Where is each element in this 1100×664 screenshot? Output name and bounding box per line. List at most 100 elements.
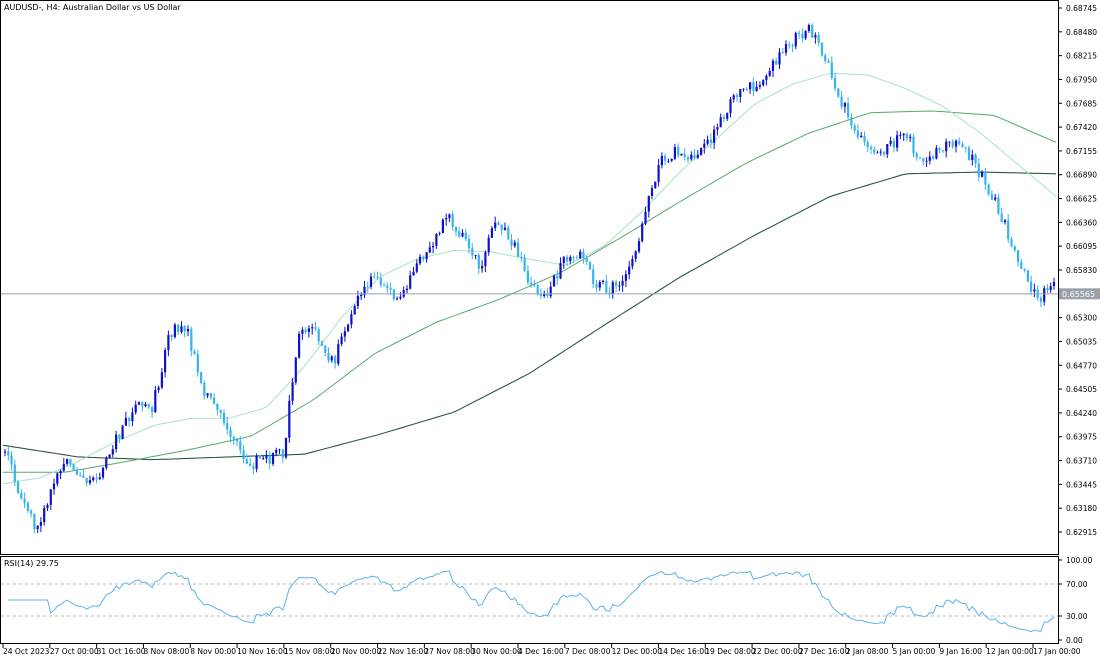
candle: [641, 221, 644, 243]
candle: [530, 276, 533, 289]
candle: [830, 56, 833, 80]
candle: [59, 469, 62, 480]
candle: [804, 30, 807, 40]
time-axis-label: 7 Dec 08:00: [565, 647, 611, 656]
candle: [304, 327, 307, 335]
candle: [481, 260, 484, 273]
candle: [1026, 269, 1029, 283]
candle: [556, 270, 559, 285]
price-axis-label: 0.68480: [1066, 28, 1097, 37]
moving-average-fast: [2, 72, 1057, 485]
candle: [644, 206, 647, 226]
candle: [108, 454, 111, 459]
candle: [52, 478, 56, 495]
time-axis-label: 24 Oct 2023: [3, 647, 50, 656]
candle: [281, 449, 284, 463]
candle: [245, 454, 248, 465]
rsi-axis-label: 0.00: [1066, 636, 1083, 645]
candle: [896, 130, 899, 152]
candle: [967, 145, 971, 161]
candle: [1003, 219, 1007, 225]
candle: [680, 153, 683, 156]
candle: [324, 344, 327, 357]
candle: [981, 170, 984, 178]
candle: [255, 453, 258, 473]
candle: [807, 23, 810, 33]
candle: [1030, 275, 1033, 296]
candle: [948, 141, 951, 148]
rsi-axis-label: 30.00: [1066, 612, 1088, 621]
candle: [667, 158, 670, 164]
current-price-tag: 0.65565: [1059, 288, 1100, 300]
rsi-panel[interactable]: [0, 556, 1059, 644]
candle: [66, 458, 69, 466]
candle: [700, 147, 703, 156]
price-panel[interactable]: [0, 0, 1059, 555]
candle: [314, 322, 317, 331]
time-axis-label: 22 Dec 00:00: [752, 647, 803, 656]
candle: [997, 193, 1000, 215]
candle: [471, 243, 474, 260]
candle: [164, 347, 167, 378]
candle: [958, 137, 961, 146]
time-axis-label: 19 Dec 08:00: [705, 647, 756, 656]
candle: [137, 401, 141, 406]
candle: [657, 158, 660, 187]
candle: [660, 152, 663, 169]
candle: [984, 168, 987, 190]
candle: [131, 407, 134, 427]
candle: [605, 274, 608, 295]
candle: [121, 424, 124, 440]
candle: [405, 285, 409, 294]
candle: [739, 89, 742, 103]
candle: [915, 151, 918, 161]
candle: [396, 296, 399, 301]
candle: [232, 435, 235, 446]
time-axis-label: 27 Oct 00:00: [50, 647, 99, 656]
candle: [758, 81, 761, 90]
candle: [252, 462, 255, 475]
candle: [735, 93, 739, 103]
price-axis[interactable]: 0.68745 0.68480 0.68215 0.67950 0.67685 0.674…: [1058, 4, 1097, 537]
candle: [941, 149, 944, 153]
candle: [637, 237, 641, 254]
candle: [350, 310, 353, 329]
candle: [268, 451, 271, 470]
candle: [722, 114, 725, 122]
candle: [961, 141, 964, 148]
rsi-axis: 100.00 70.00 30.00 0.00: [1058, 556, 1092, 645]
candle: [683, 148, 686, 161]
candle: [134, 400, 137, 415]
candle: [693, 149, 696, 160]
candle: [160, 368, 163, 390]
price-axis-label: 0.66625: [1066, 195, 1097, 204]
candle: [487, 234, 490, 256]
price-axis-label: 0.64770: [1066, 361, 1097, 370]
candle: [618, 281, 621, 292]
candle: [673, 144, 676, 161]
candle: [438, 231, 441, 236]
candle: [30, 508, 33, 518]
candle: [719, 113, 722, 128]
candle: [566, 254, 569, 266]
chart-title: AUDUSD-, H4: Australian Dollar vs US Dol…: [4, 3, 181, 12]
candle: [749, 82, 752, 94]
candle: [994, 193, 997, 201]
candle: [43, 505, 46, 526]
candle: [925, 157, 928, 168]
price-axis-label: 0.63445: [1066, 480, 1097, 489]
candle: [546, 288, 549, 298]
candle: [752, 77, 755, 97]
candle: [817, 31, 820, 47]
candle: [118, 434, 121, 444]
candle: [784, 40, 788, 56]
candle: [373, 271, 376, 279]
candle: [703, 139, 706, 154]
candle: [853, 123, 856, 134]
candle: [791, 43, 794, 53]
candle: [706, 135, 709, 146]
candle: [422, 255, 425, 262]
candle: [670, 158, 673, 163]
